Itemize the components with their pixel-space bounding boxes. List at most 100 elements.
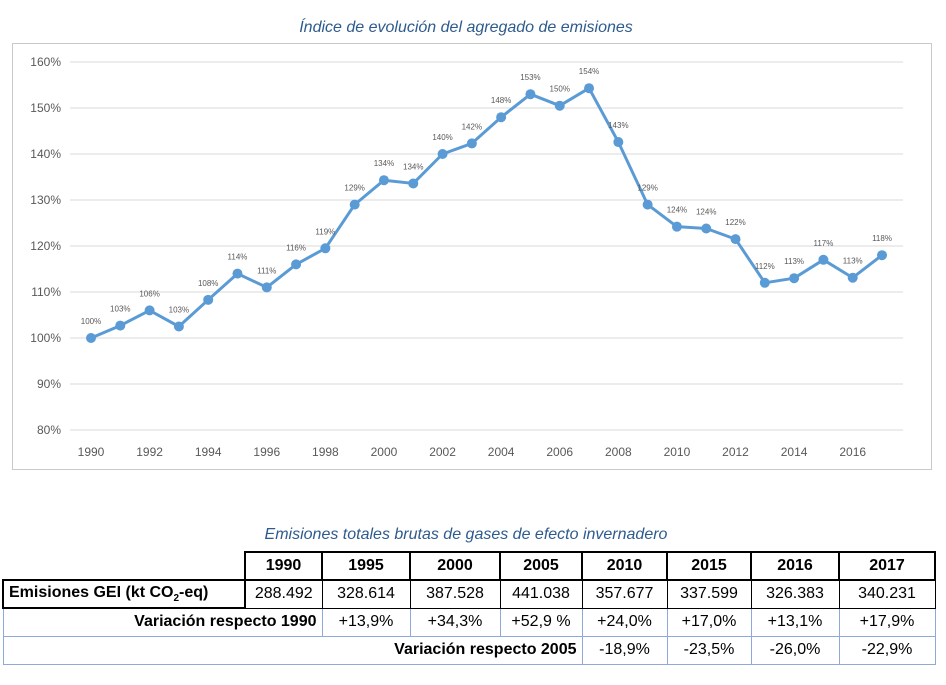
- variation-1990-cell: +17,0%: [666, 607, 752, 637]
- data-point: [261, 282, 272, 293]
- data-point: [642, 199, 653, 210]
- data-point: [759, 277, 770, 288]
- data-point: [818, 254, 829, 265]
- emissions-row-label: Emisiones GEI (kt CO2-eq): [2, 579, 246, 609]
- data-label: 124%: [696, 208, 716, 217]
- y-tick-label: 140%: [30, 147, 61, 161]
- data-label: 113%: [843, 257, 863, 266]
- variation-2005-cell: -22,9%: [838, 635, 936, 665]
- year-header: 2016: [750, 551, 840, 581]
- x-tick-label: 1990: [78, 445, 105, 459]
- chart-title: Índice de evolución del agregado de emis…: [299, 19, 633, 36]
- x-tick-label: 2012: [722, 445, 749, 459]
- table-corner: [3, 552, 245, 580]
- variation-2005-label: Variación respecto 2005: [2, 635, 583, 665]
- data-label: 100%: [81, 317, 101, 326]
- data-point: [203, 294, 214, 305]
- variation-1990-cell: +13,9%: [321, 607, 411, 637]
- data-label: 154%: [579, 67, 599, 76]
- x-tick-label: 2002: [429, 445, 456, 459]
- year-header: 2010: [581, 551, 668, 581]
- data-label: 124%: [667, 206, 687, 215]
- data-point: [701, 223, 712, 234]
- data-label: 129%: [637, 184, 657, 193]
- y-tick-label: 130%: [30, 193, 61, 207]
- data-label: 140%: [432, 133, 452, 142]
- y-tick-label: 100%: [30, 331, 61, 345]
- chart-frame: [12, 43, 932, 470]
- data-label: 116%: [286, 243, 306, 252]
- year-header: 2005: [499, 551, 583, 581]
- data-point: [291, 259, 302, 270]
- variation-1990-cell: +13,1%: [750, 607, 840, 637]
- y-tick-label: 90%: [37, 377, 61, 391]
- y-tick-label: 110%: [31, 285, 61, 299]
- emissions-cell: 288.492: [244, 579, 323, 609]
- data-point: [408, 178, 419, 189]
- data-label: 103%: [110, 305, 130, 314]
- x-tick-label: 1996: [253, 445, 280, 459]
- emissions-cell: 337.599: [666, 579, 752, 609]
- data-point: [115, 320, 126, 331]
- year-header: 1995: [321, 551, 411, 581]
- emissions-cell: 441.038: [499, 579, 583, 609]
- data-point: [232, 268, 243, 279]
- variation-2005-row: Variación respecto 2005 -18,9% -23,5% -2…: [2, 635, 936, 665]
- data-point: [525, 89, 536, 100]
- x-tick-label: 1992: [136, 445, 163, 459]
- emissions-table: 1990 1995 2000 2005 2010 2015 2016 2017 …: [2, 551, 936, 665]
- data-label: 118%: [872, 234, 892, 243]
- data-point: [349, 199, 360, 210]
- y-tick-label: 160%: [30, 55, 61, 69]
- data-point: [144, 305, 155, 316]
- data-label: 112%: [755, 262, 775, 271]
- data-point: [320, 243, 331, 254]
- emissions-cell: 326.383: [750, 579, 840, 609]
- table-title: Emisiones totales brutas de gases de efe…: [264, 526, 668, 543]
- x-tick-label: 1998: [312, 445, 339, 459]
- data-label: 108%: [198, 279, 218, 288]
- data-label: 114%: [228, 253, 248, 262]
- data-label: 134%: [403, 162, 423, 171]
- emissions-cell: 340.231: [838, 579, 936, 609]
- data-point: [877, 250, 887, 261]
- data-label: 111%: [257, 266, 276, 275]
- data-label: 153%: [520, 73, 540, 82]
- variation-1990-row: Variación respecto 1990 +13,9% +34,3% +5…: [2, 607, 936, 637]
- data-point: [554, 100, 565, 111]
- data-label: 143%: [608, 121, 628, 130]
- x-tick-label: 1994: [195, 445, 222, 459]
- data-label: 113%: [784, 257, 804, 266]
- variation-1990-cell: +17,9%: [838, 607, 936, 637]
- emissions-cell: 357.677: [581, 579, 668, 609]
- year-header: 2015: [666, 551, 752, 581]
- data-label: 106%: [139, 289, 159, 298]
- data-point: [466, 138, 477, 149]
- emissions-cell: 387.528: [409, 579, 501, 609]
- data-point: [86, 333, 96, 343]
- emissions-row: Emisiones GEI (kt CO2-eq) 288.492 328.61…: [2, 579, 936, 609]
- year-header: 2017: [838, 551, 936, 581]
- data-label: 134%: [374, 159, 394, 168]
- data-label: 148%: [491, 96, 511, 105]
- table-header-row: 1990 1995 2000 2005 2010 2015 2016 2017: [3, 551, 936, 581]
- data-label: 122%: [725, 218, 745, 227]
- y-tick-label: 80%: [37, 423, 61, 437]
- data-label: 119%: [315, 227, 335, 236]
- data-point: [173, 321, 184, 332]
- variation-2005-cell: -26,0%: [750, 635, 840, 665]
- data-label: 150%: [550, 85, 570, 94]
- data-label: 117%: [813, 239, 833, 248]
- y-tick-label: 150%: [30, 101, 61, 115]
- variation-2005-cell: -23,5%: [666, 635, 752, 665]
- data-point: [378, 175, 389, 186]
- data-point: [730, 234, 741, 245]
- x-tick-label: 2010: [664, 445, 691, 459]
- data-point: [671, 221, 682, 232]
- x-tick-label: 2006: [546, 445, 573, 459]
- x-tick-label: 2008: [605, 445, 632, 459]
- emissions-cell: 328.614: [321, 579, 411, 609]
- variation-1990-cell: +24,0%: [581, 607, 668, 637]
- data-point: [584, 83, 595, 94]
- data-label: 142%: [462, 122, 482, 131]
